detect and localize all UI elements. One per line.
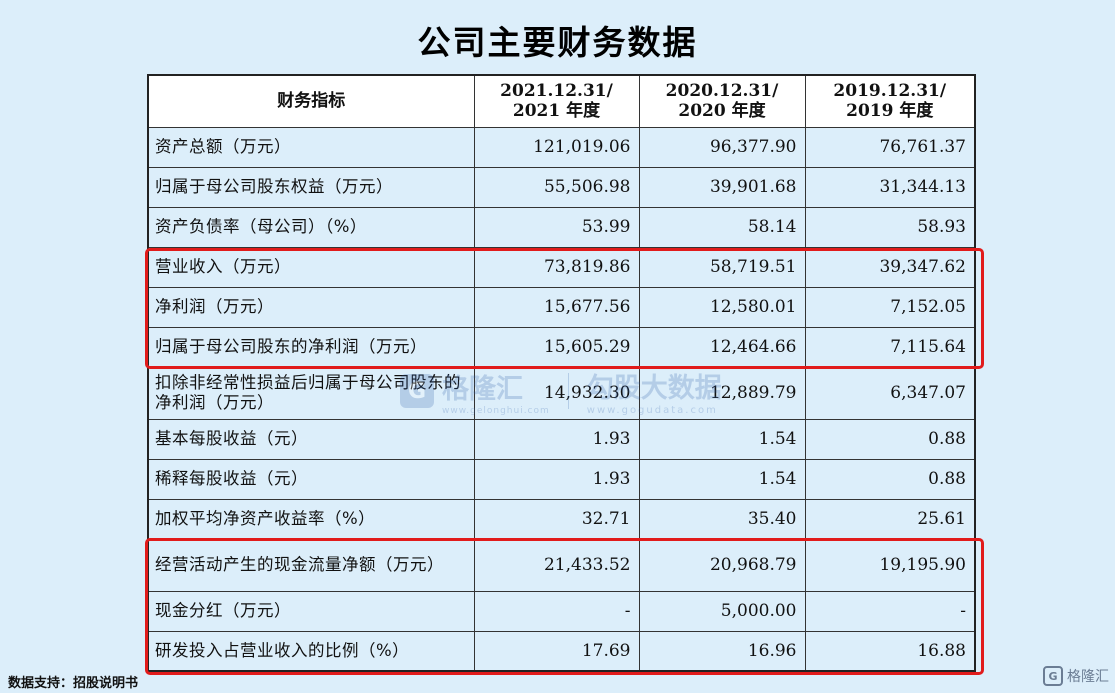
row-label: 基本每股收益（元） <box>147 418 475 460</box>
cell-2020: 12,889.79 <box>638 366 806 420</box>
row-label: 资产负债率（母公司）（%） <box>147 206 475 248</box>
financial-table: 财务指标 2021.12.31/2021 年度 2020.12.31/2020 … <box>147 74 976 672</box>
row-label: 现金分红（万元） <box>147 590 475 632</box>
cell-2020: 20,968.79 <box>638 538 806 592</box>
brand-logo-icon: G <box>1043 666 1063 686</box>
row-label: 经营活动产生的现金流量净额（万元） <box>147 538 475 592</box>
table-row: 基本每股收益（元） 1.93 1.54 0.88 <box>147 418 976 460</box>
cell-2019: 16.88 <box>804 630 976 672</box>
cell-2021: 15,677.56 <box>473 286 640 328</box>
table-row: 净利润（万元） 15,677.56 12,580.01 7,152.05 <box>147 286 976 328</box>
table-row: 营业收入（万元） 73,819.86 58,719.51 39,347.62 <box>147 246 976 288</box>
table-row: 归属于母公司股东的净利润（万元） 15,605.29 12,464.66 7,1… <box>147 326 976 368</box>
cell-2019: 25.61 <box>804 498 976 540</box>
cell-2019: 58.93 <box>804 206 976 248</box>
page-title: 公司主要财务数据 <box>417 23 698 62</box>
row-label: 加权平均净资产收益率（%） <box>147 498 475 540</box>
cell-2020: 96,377.90 <box>638 126 806 168</box>
table-row: 现金分红（万元） - 5,000.00 - <box>147 590 976 632</box>
cell-2021: 53.99 <box>473 206 640 248</box>
cell-2019: 7,115.64 <box>804 326 976 368</box>
row-label: 营业收入（万元） <box>147 246 475 288</box>
cell-2021: 1.93 <box>473 418 640 460</box>
cell-2020: 16.96 <box>638 630 806 672</box>
row-label: 资产总额（万元） <box>147 126 475 168</box>
cell-2019: 0.88 <box>804 418 976 460</box>
cell-2019: 76,761.37 <box>804 126 976 168</box>
cell-2019: 19,195.90 <box>804 538 976 592</box>
cell-2019: 6,347.07 <box>804 366 976 420</box>
row-label: 归属于母公司股东的净利润（万元） <box>147 326 475 368</box>
header-2019: 2019.12.31/2019 年度 <box>804 74 976 128</box>
cell-2020: 58,719.51 <box>638 246 806 288</box>
cell-2020: 12,580.01 <box>638 286 806 328</box>
table-row: 稀释每股收益（元） 1.93 1.54 0.88 <box>147 458 976 500</box>
cell-2019: 7,152.05 <box>804 286 976 328</box>
table-row: 经营活动产生的现金流量净额（万元） 21,433.52 20,968.79 19… <box>147 538 976 592</box>
corner-logo-text: 格隆汇 <box>1067 669 1109 685</box>
cell-2021: - <box>473 590 640 632</box>
table-row: 研发投入占营业收入的比例（%） 17.69 16.96 16.88 <box>147 630 976 672</box>
table-row: 扣除非经常性损益后归属于母公司股东的净利润（万元） 14,932.30 12,8… <box>147 366 976 420</box>
cell-2019: - <box>804 590 976 632</box>
row-label: 归属于母公司股东权益（万元） <box>147 166 475 208</box>
table-row: 加权平均净资产收益率（%） 32.71 35.40 25.61 <box>147 498 976 540</box>
cell-2021: 1.93 <box>473 458 640 500</box>
cell-2021: 55,506.98 <box>473 166 640 208</box>
cell-2021: 121,019.06 <box>473 126 640 168</box>
cell-2019: 0.88 <box>804 458 976 500</box>
cell-2020: 12,464.66 <box>638 326 806 368</box>
cell-2020: 35.40 <box>638 498 806 540</box>
cell-2021: 17.69 <box>473 630 640 672</box>
header-2021: 2021.12.31/2021 年度 <box>473 74 640 128</box>
cell-2019: 31,344.13 <box>804 166 976 208</box>
row-label: 扣除非经常性损益后归属于母公司股东的净利润（万元） <box>147 366 475 420</box>
cell-2021: 32.71 <box>473 498 640 540</box>
cell-2020: 1.54 <box>638 418 806 460</box>
header-2020: 2020.12.31/2020 年度 <box>638 74 806 128</box>
row-label: 研发投入占营业收入的比例（%） <box>147 630 475 672</box>
cell-2020: 1.54 <box>638 458 806 500</box>
cell-2020: 5,000.00 <box>638 590 806 632</box>
table-row: 资产总额（万元） 121,019.06 96,377.90 76,761.37 <box>147 126 976 168</box>
cell-2019: 39,347.62 <box>804 246 976 288</box>
cell-2021: 73,819.86 <box>473 246 640 288</box>
table-row: 资产负债率（母公司）（%） 53.99 58.14 58.93 <box>147 206 976 248</box>
cell-2020: 39,901.68 <box>638 166 806 208</box>
row-label: 净利润（万元） <box>147 286 475 328</box>
cell-2021: 14,932.30 <box>473 366 640 420</box>
table-header-row: 财务指标 2021.12.31/2021 年度 2020.12.31/2020 … <box>147 74 976 128</box>
cell-2021: 15,605.29 <box>473 326 640 368</box>
header-indicator: 财务指标 <box>147 74 475 128</box>
corner-logo: G 格隆汇 <box>1043 666 1109 686</box>
table-row: 归属于母公司股东权益（万元） 55,506.98 39,901.68 31,34… <box>147 166 976 208</box>
row-label: 稀释每股收益（元） <box>147 458 475 500</box>
cell-2021: 21,433.52 <box>473 538 640 592</box>
cell-2020: 58.14 <box>638 206 806 248</box>
source-note: 数据支持：招股说明书 <box>8 676 139 691</box>
